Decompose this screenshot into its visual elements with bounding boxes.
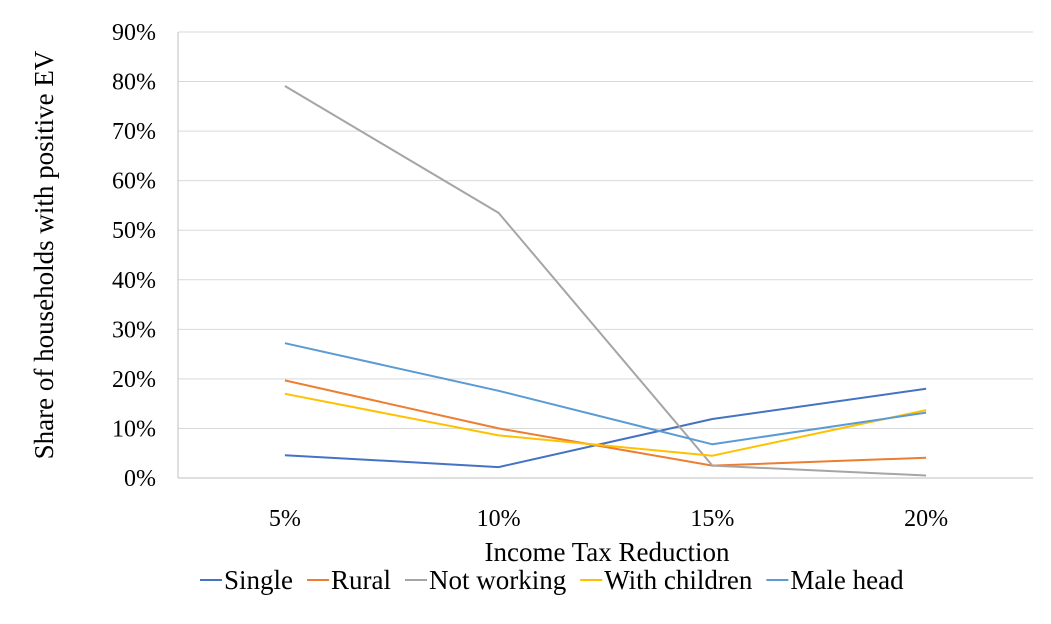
legend-label: Male head <box>790 565 904 595</box>
legend-item-rural: Rural <box>307 565 391 595</box>
y-tick-label: 60% <box>112 169 156 195</box>
y-tick-label: 80% <box>112 70 156 96</box>
legend-item-single: Single <box>200 565 293 595</box>
y-tick-label: 90% <box>112 20 156 46</box>
y-tick-label: 10% <box>112 416 156 442</box>
x-tick-label: 5% <box>269 506 301 532</box>
x-tick-labels: 5% 10% 15% 20% <box>269 506 948 532</box>
legend-item-not-working: Not working <box>405 565 566 595</box>
series-line-with-children <box>284 392 927 457</box>
y-tick-labels: 0% 10% 20% 30% 40% 50% 60% 70% 80% 90% <box>112 20 156 492</box>
y-tick-label: 20% <box>112 367 156 393</box>
axes <box>177 32 1033 479</box>
x-tick-label: 20% <box>904 506 948 532</box>
y-tick-label: 40% <box>112 268 156 294</box>
x-tick-label: 15% <box>690 506 734 532</box>
x-axis-title: Income Tax Reduction <box>484 537 730 567</box>
legend: Single Rural Not working With children Male … <box>200 565 904 595</box>
gridlines <box>178 31 1033 429</box>
x-tick-label: 10% <box>477 506 521 532</box>
legend-item-with-children: With children <box>580 565 753 595</box>
series-line-rural <box>284 379 927 467</box>
series-line-male-head <box>284 342 927 446</box>
legend-label: Rural <box>331 565 391 595</box>
y-tick-label: 70% <box>112 119 156 145</box>
y-tick-label: 30% <box>112 317 156 343</box>
legend-label: Single <box>224 565 293 595</box>
series-line-not-working <box>284 85 927 477</box>
legend-item-male-head: Male head <box>766 565 904 595</box>
y-tick-label: 0% <box>124 466 156 492</box>
y-tick-label: 50% <box>112 218 156 244</box>
y-axis-title: Share of households with positive EV <box>29 50 59 459</box>
legend-label: With children <box>604 565 753 595</box>
series-line-single <box>284 387 927 469</box>
series-lines <box>284 85 927 477</box>
legend-label: Not working <box>429 565 566 595</box>
